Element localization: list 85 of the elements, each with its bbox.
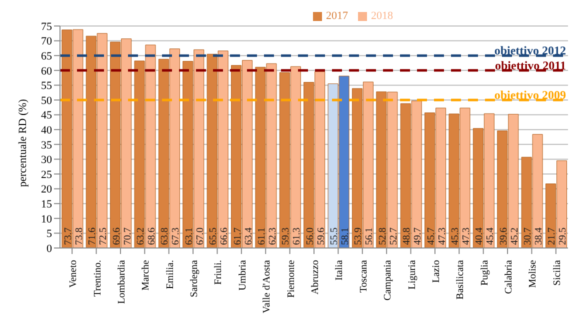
data-label: 71.6: [87, 228, 98, 245]
data-label: 73.8: [74, 228, 85, 245]
y-tick-label: 65: [41, 50, 52, 63]
data-label: 67.0: [194, 228, 206, 245]
x-tick-label: Calabria: [504, 259, 515, 294]
y-tick-label: 35: [41, 139, 52, 152]
data-label: 61.3: [292, 228, 303, 245]
x-tick-label: Puglia: [479, 259, 490, 286]
data-label: 56.1: [364, 228, 376, 245]
data-label: 45.2: [509, 228, 520, 245]
y-tick-label: 75: [41, 20, 52, 33]
x-tick-label: Toscana: [358, 259, 370, 293]
data-label: 39.6: [498, 228, 510, 245]
data-label: 53.9: [353, 228, 364, 245]
data-label: 70.7: [122, 228, 134, 245]
data-label: 45.7: [426, 228, 437, 245]
ref-line-label: obiettivo 2012: [494, 44, 566, 58]
y-tick-label: 10: [41, 213, 52, 226]
data-label: 62.3: [267, 228, 278, 245]
data-label: 68.6: [146, 228, 158, 245]
data-label: 48.8: [402, 228, 413, 245]
y-axis-title: percentuale RD (%): [16, 98, 29, 187]
data-label: 49.7: [412, 228, 424, 245]
y-tick-label: 55: [41, 80, 52, 92]
x-tick-label: Valle d'Aosta: [262, 259, 273, 314]
x-tick-label: Campania: [382, 259, 394, 301]
data-label: 58.1: [340, 228, 352, 245]
data-label: 30.7: [522, 228, 534, 245]
x-tick-label: Sicilia: [552, 259, 563, 286]
data-label: 47.3: [436, 228, 448, 245]
y-tick-label: 15: [41, 198, 52, 211]
ref-line-label: obiettivo 2009: [494, 88, 566, 102]
x-tick-label: Italia: [334, 259, 346, 281]
data-label: 61.7: [232, 228, 244, 245]
y-tick-label: 25: [41, 168, 52, 181]
x-tick-label: Liguria: [406, 259, 418, 290]
x-tick-label: Trentino.: [92, 260, 104, 297]
y-tick-label: 20: [41, 184, 52, 196]
x-tick-label: Molise: [528, 259, 539, 288]
data-label: 72.5: [98, 228, 110, 245]
data-label: 21.7: [546, 228, 558, 245]
data-label: 47.3: [460, 228, 472, 245]
data-label: 59.3: [280, 228, 292, 245]
x-tick-label: Friuli.: [213, 260, 224, 285]
data-label: 63.4: [243, 228, 254, 245]
legend-label: 2018: [371, 10, 393, 22]
data-label: 73.7: [62, 228, 74, 245]
data-label: 52.8: [377, 228, 388, 245]
x-tick-label: Piemonte: [286, 259, 297, 298]
data-label: 61.1: [256, 228, 268, 245]
data-label: 63.2: [136, 228, 147, 245]
data-label: 69.6: [111, 228, 122, 245]
ref-line-label: obiettivo 2011: [495, 58, 566, 72]
y-tick-label: 5: [46, 228, 52, 240]
x-tick-label: Emilia.: [164, 260, 176, 290]
x-tick-label: Lazio: [430, 260, 442, 283]
x-tick-label: Basilicata: [455, 259, 466, 300]
data-label: 59.6: [316, 228, 327, 245]
y-tick-label: 60: [41, 65, 52, 78]
legend-label: 2017: [326, 10, 348, 22]
data-label: 63.1: [184, 228, 195, 245]
y-tick-label: 45: [41, 110, 52, 122]
data-label: 65.5: [208, 228, 220, 245]
data-label: 38.4: [534, 228, 545, 245]
data-label: 67.3: [170, 228, 182, 245]
x-tick-label: Lombardia: [116, 259, 128, 304]
x-tick-label: Abruzzo: [310, 260, 321, 294]
x-tick-label: Veneto: [68, 260, 80, 288]
x-tick-label: Sardegna: [189, 259, 200, 298]
data-label: 63.8: [160, 228, 171, 245]
y-tick-label: 0: [46, 242, 52, 255]
x-tick-label: Umbria: [237, 259, 248, 291]
data-label: 29.5: [558, 228, 569, 245]
x-tick-label: Marche: [140, 259, 152, 291]
data-label: 45.3: [450, 228, 461, 245]
data-label: 66.6: [219, 228, 230, 245]
y-tick-label: 40: [41, 124, 52, 137]
data-label: 56.0: [304, 228, 316, 245]
data-label: 40.4: [474, 228, 486, 245]
y-tick-label: 50: [41, 94, 52, 107]
data-label: 55.5: [329, 228, 340, 245]
y-tick-label: 70: [41, 36, 52, 48]
data-label: 52.7: [388, 228, 400, 245]
y-tick-label: 30: [41, 154, 52, 166]
data-label: 45.4: [485, 228, 496, 245]
